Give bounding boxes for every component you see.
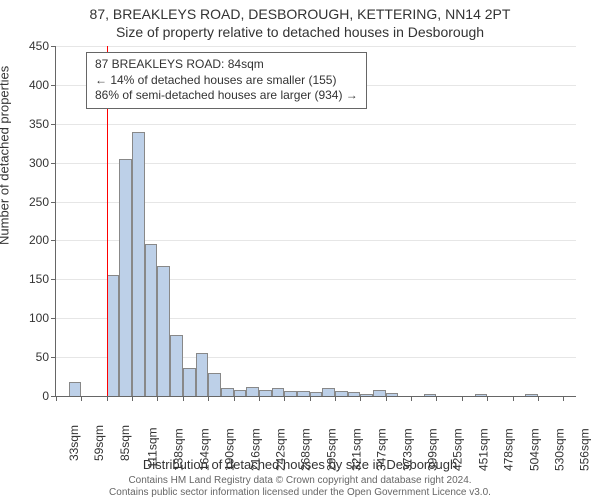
y-tick-label: 350 bbox=[29, 117, 56, 131]
x-tick bbox=[360, 396, 361, 401]
y-axis-label: Number of detached properties bbox=[0, 66, 12, 245]
y-tick-label: 300 bbox=[29, 156, 56, 170]
annotation-box: 87 BREAKLEYS ROAD: 84sqm ← 14% of detach… bbox=[86, 52, 367, 109]
bar bbox=[221, 388, 234, 396]
y-tick-label: 250 bbox=[29, 195, 56, 209]
bar bbox=[145, 244, 158, 396]
bar bbox=[234, 390, 247, 396]
x-tick bbox=[411, 396, 412, 401]
bar bbox=[170, 335, 183, 396]
bar bbox=[310, 392, 323, 396]
x-tick bbox=[513, 396, 514, 401]
y-tick-label: 0 bbox=[42, 389, 56, 403]
bar bbox=[183, 368, 196, 396]
bar bbox=[297, 391, 310, 396]
footer-line1: Contains HM Land Registry data © Crown c… bbox=[0, 475, 600, 487]
y-tick-label: 50 bbox=[36, 350, 56, 364]
bar bbox=[107, 275, 120, 396]
bar bbox=[525, 394, 538, 396]
x-tick bbox=[335, 396, 336, 401]
chart-title-line1: 87, BREAKLEYS ROAD, DESBOROUGH, KETTERIN… bbox=[0, 6, 600, 22]
chart-container: 87, BREAKLEYS ROAD, DESBOROUGH, KETTERIN… bbox=[0, 0, 600, 500]
x-tick bbox=[487, 396, 488, 401]
bar bbox=[348, 392, 361, 396]
x-tick-label: 85sqm bbox=[118, 425, 132, 461]
bar bbox=[475, 394, 488, 396]
x-tick bbox=[107, 396, 108, 401]
x-tick bbox=[81, 396, 82, 401]
annotation-line3: 86% of semi-detached houses are larger (… bbox=[95, 88, 358, 104]
x-tick bbox=[436, 396, 437, 401]
bar bbox=[132, 132, 145, 396]
x-tick bbox=[157, 396, 158, 401]
bar bbox=[119, 159, 132, 396]
x-tick bbox=[234, 396, 235, 401]
bar bbox=[373, 390, 386, 396]
y-tick-label: 200 bbox=[29, 233, 56, 247]
x-axis-label: Distribution of detached houses by size … bbox=[0, 457, 600, 472]
x-tick bbox=[208, 396, 209, 401]
footer-line2: Contains public sector information licen… bbox=[0, 487, 600, 499]
y-tick-label: 150 bbox=[29, 272, 56, 286]
x-tick bbox=[563, 396, 564, 401]
bar bbox=[196, 353, 209, 396]
x-tick bbox=[259, 396, 260, 401]
y-tick-label: 400 bbox=[29, 78, 56, 92]
x-tick bbox=[462, 396, 463, 401]
x-tick bbox=[183, 396, 184, 401]
x-tick bbox=[284, 396, 285, 401]
x-tick-label: 59sqm bbox=[92, 425, 106, 461]
bar bbox=[284, 391, 297, 396]
bar bbox=[272, 388, 285, 396]
bar bbox=[322, 388, 335, 396]
x-tick-label: 33sqm bbox=[67, 425, 81, 461]
x-tick bbox=[132, 396, 133, 401]
bar bbox=[157, 266, 170, 396]
bar bbox=[246, 387, 259, 396]
x-tick bbox=[310, 396, 311, 401]
footer-attribution: Contains HM Land Registry data © Crown c… bbox=[0, 475, 600, 498]
x-tick bbox=[56, 396, 57, 401]
annotation-line1: 87 BREAKLEYS ROAD: 84sqm bbox=[95, 57, 358, 73]
bar bbox=[208, 373, 221, 396]
y-tick-label: 450 bbox=[29, 39, 56, 53]
chart-title-line2: Size of property relative to detached ho… bbox=[0, 24, 600, 40]
y-tick-label: 100 bbox=[29, 311, 56, 325]
bar bbox=[386, 393, 399, 396]
bar bbox=[424, 394, 437, 396]
annotation-line2: ← 14% of detached houses are smaller (15… bbox=[95, 73, 358, 89]
x-tick bbox=[538, 396, 539, 401]
bar bbox=[335, 391, 348, 396]
plot-area: 05010015020025030035040045033sqm59sqm85s… bbox=[55, 46, 576, 397]
bar bbox=[259, 390, 272, 396]
bar bbox=[69, 382, 82, 396]
x-tick bbox=[386, 396, 387, 401]
bar bbox=[360, 394, 373, 396]
